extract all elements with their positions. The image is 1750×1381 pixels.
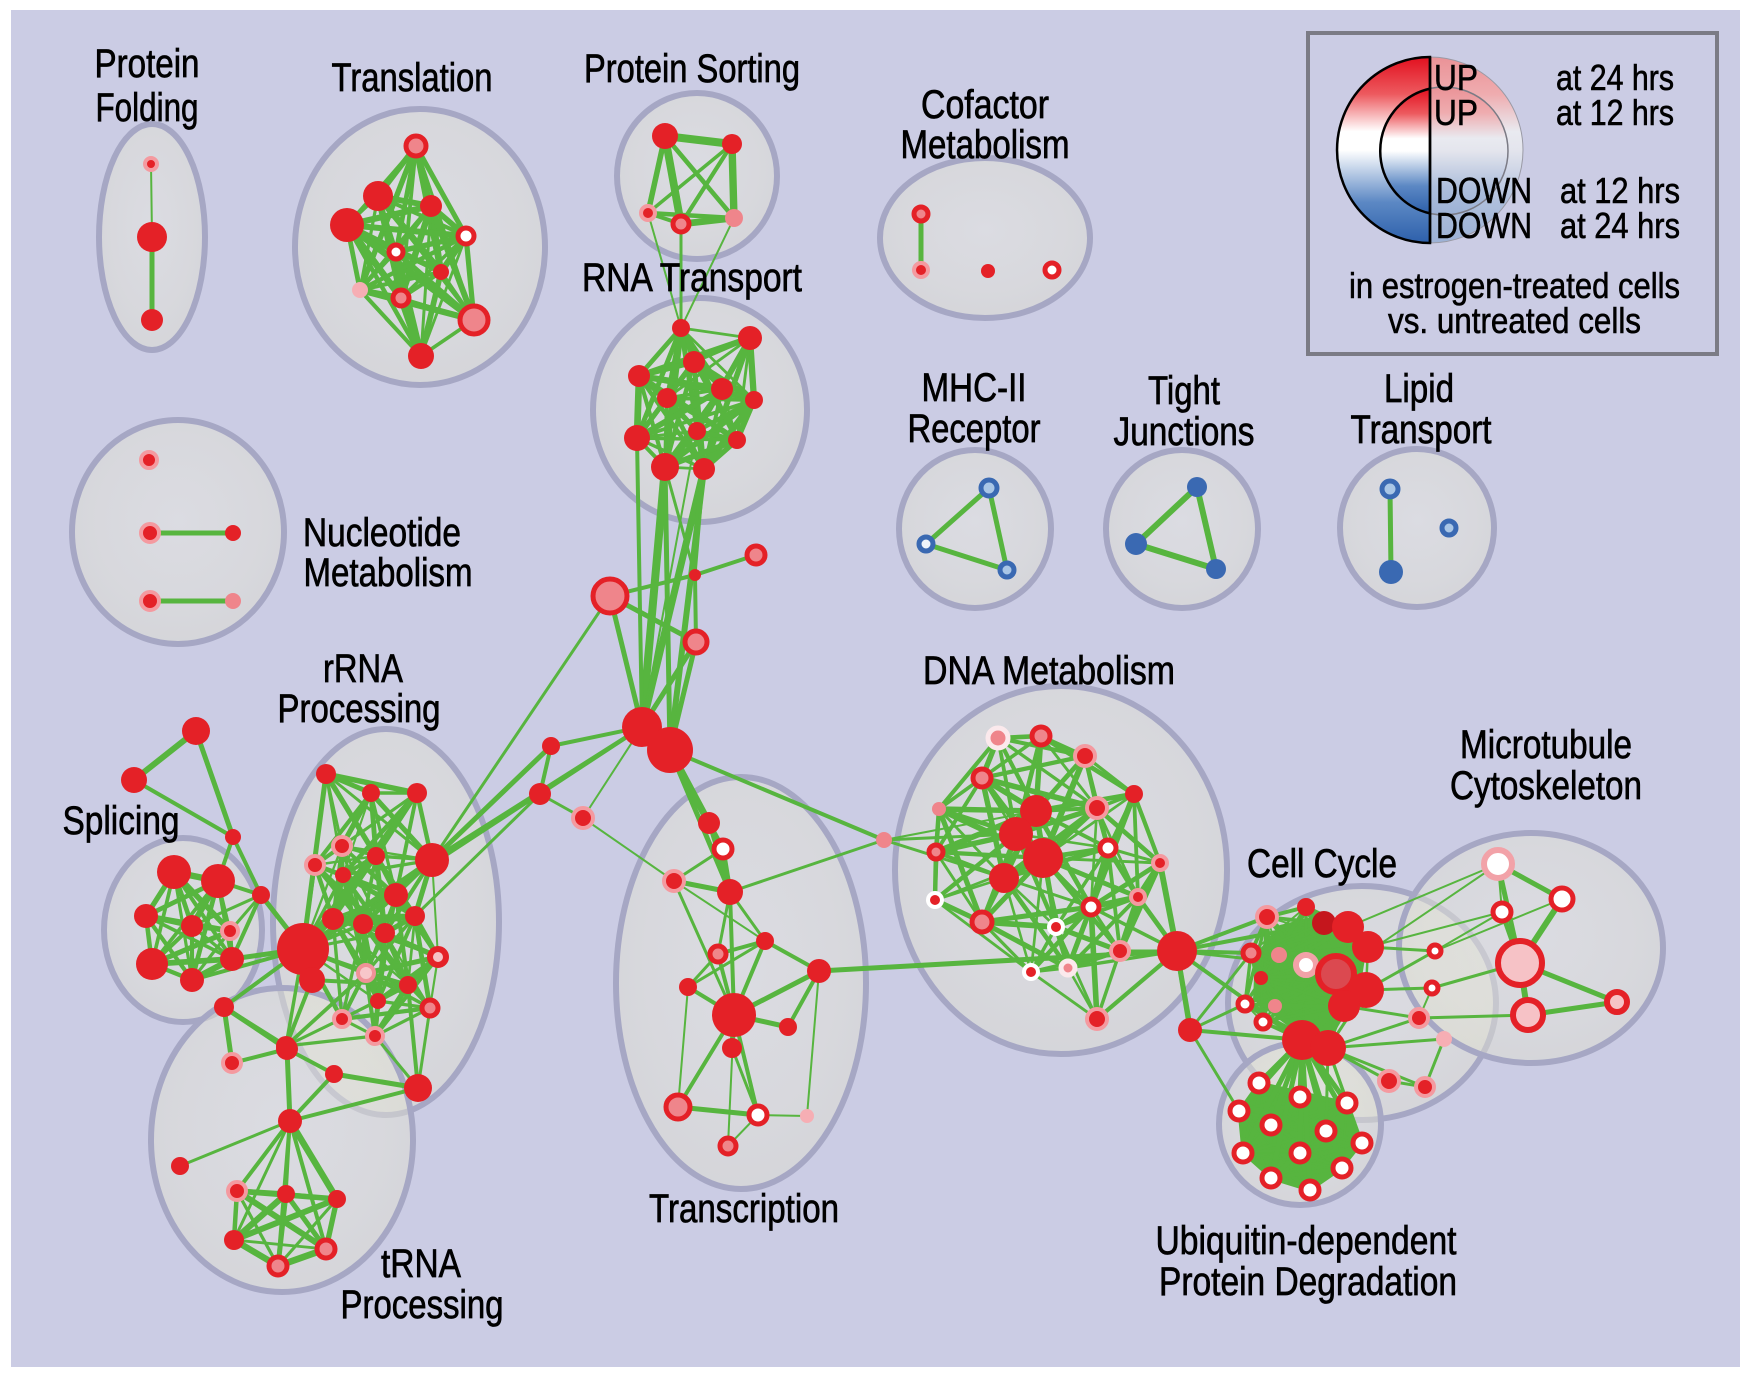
- svg-text:RNA Transport: RNA Transport: [582, 256, 802, 300]
- svg-text:Ubiquitin-dependent: Ubiquitin-dependent: [1156, 1219, 1457, 1263]
- svg-text:Cytoskeleton: Cytoskeleton: [1450, 764, 1642, 808]
- svg-text:in estrogen-treated cells: in estrogen-treated cells: [1349, 265, 1680, 306]
- svg-text:Transport: Transport: [1351, 408, 1492, 452]
- svg-text:Protein Degradation: Protein Degradation: [1159, 1260, 1457, 1304]
- svg-text:Protein: Protein: [95, 42, 200, 86]
- svg-text:MHC-II: MHC-II: [922, 366, 1027, 410]
- svg-text:rRNA: rRNA: [323, 647, 403, 691]
- svg-text:DOWN: DOWN: [1436, 170, 1532, 211]
- svg-text:Lipid: Lipid: [1384, 367, 1454, 411]
- svg-text:Nucleotide: Nucleotide: [303, 511, 461, 555]
- svg-text:tRNA: tRNA: [381, 1242, 461, 1286]
- svg-text:Folding: Folding: [96, 86, 199, 130]
- svg-text:Metabolism: Metabolism: [901, 123, 1070, 167]
- svg-text:DNA Metabolism: DNA Metabolism: [923, 649, 1175, 693]
- svg-text:UP: UP: [1434, 92, 1478, 133]
- svg-text:Translation: Translation: [332, 56, 493, 100]
- svg-text:Processing: Processing: [278, 687, 441, 731]
- svg-text:UP: UP: [1434, 57, 1478, 98]
- svg-text:Transcription: Transcription: [649, 1187, 839, 1231]
- svg-text:Microtubule: Microtubule: [1460, 723, 1632, 767]
- svg-text:DOWN: DOWN: [1436, 205, 1532, 246]
- svg-text:Cofactor: Cofactor: [921, 83, 1049, 127]
- svg-text:at 12 hrs: at 12 hrs: [1560, 170, 1680, 211]
- svg-text:Splicing: Splicing: [63, 799, 180, 843]
- svg-text:Receptor: Receptor: [908, 407, 1041, 451]
- svg-text:Metabolism: Metabolism: [304, 551, 473, 595]
- svg-text:Cell Cycle: Cell Cycle: [1247, 842, 1397, 886]
- svg-text:Protein Sorting: Protein Sorting: [584, 47, 800, 91]
- svg-text:Processing: Processing: [341, 1283, 504, 1327]
- svg-text:at 12 hrs: at 12 hrs: [1556, 92, 1674, 133]
- svg-text:at 24 hrs: at 24 hrs: [1560, 205, 1680, 246]
- svg-text:at 24 hrs: at 24 hrs: [1556, 57, 1674, 98]
- svg-text:Junctions: Junctions: [1114, 410, 1255, 454]
- svg-text:vs. untreated cells: vs. untreated cells: [1388, 300, 1641, 341]
- svg-text:Tight: Tight: [1148, 369, 1220, 413]
